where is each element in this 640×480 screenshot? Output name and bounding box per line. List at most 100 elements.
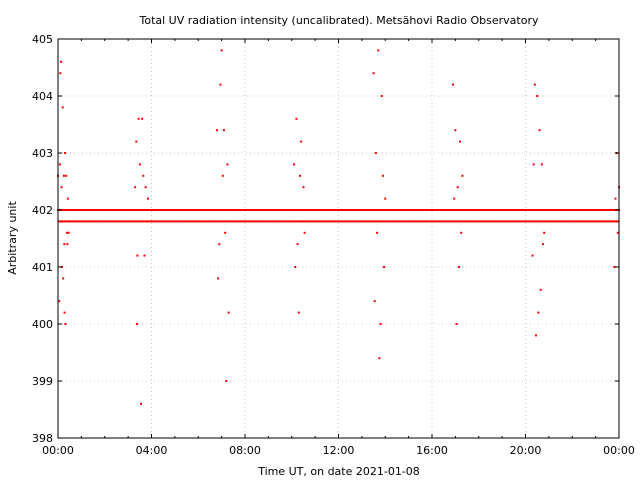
data-point bbox=[139, 209, 142, 211]
data-point bbox=[227, 311, 230, 314]
data-point bbox=[510, 209, 513, 211]
data-point bbox=[375, 220, 378, 223]
data-point bbox=[486, 220, 489, 223]
data-point bbox=[145, 209, 148, 211]
data-point bbox=[428, 220, 431, 223]
data-point bbox=[113, 209, 116, 211]
data-point bbox=[452, 220, 455, 223]
data-point bbox=[98, 220, 101, 223]
data-point bbox=[264, 209, 267, 211]
data-point bbox=[259, 209, 262, 211]
data-point bbox=[67, 209, 70, 211]
data-point bbox=[135, 140, 138, 143]
data-point bbox=[213, 220, 216, 223]
data-point bbox=[399, 209, 402, 211]
data-point bbox=[382, 209, 385, 211]
data-point bbox=[367, 209, 370, 211]
data-point bbox=[126, 220, 129, 223]
data-point bbox=[454, 129, 457, 132]
data-point bbox=[416, 220, 419, 223]
data-point bbox=[347, 220, 350, 223]
data-point bbox=[177, 220, 180, 223]
data-point bbox=[208, 209, 211, 211]
data-point bbox=[378, 220, 381, 223]
data-point bbox=[331, 209, 334, 211]
data-point bbox=[376, 231, 379, 234]
data-point bbox=[601, 220, 604, 223]
data-point bbox=[105, 209, 108, 211]
data-point bbox=[258, 209, 261, 211]
x-tick-label: 20:00 bbox=[510, 444, 542, 457]
data-point bbox=[185, 220, 188, 223]
data-point bbox=[494, 220, 497, 223]
data-point bbox=[125, 209, 128, 211]
data-point bbox=[226, 209, 229, 211]
data-point bbox=[303, 220, 306, 223]
data-point bbox=[593, 209, 596, 211]
tick-layer: 398 399 400 401 402 403 404 405 00:00 04:00 08:00 1… bbox=[32, 33, 635, 457]
data-point bbox=[127, 220, 130, 223]
data-point bbox=[215, 129, 218, 132]
data-point bbox=[576, 220, 579, 223]
data-point bbox=[312, 209, 315, 211]
data-point bbox=[586, 220, 589, 223]
data-point bbox=[132, 220, 135, 223]
data-point bbox=[279, 220, 282, 223]
data-point bbox=[561, 209, 564, 211]
data-point bbox=[420, 209, 423, 211]
data-point bbox=[279, 209, 282, 211]
data-point bbox=[431, 209, 433, 211]
data-point bbox=[586, 209, 589, 211]
data-point bbox=[212, 220, 215, 223]
data-point bbox=[294, 220, 297, 223]
data-point bbox=[599, 209, 602, 211]
data-point bbox=[289, 209, 292, 211]
data-point bbox=[379, 323, 382, 325]
data-point bbox=[473, 220, 476, 223]
data-point bbox=[189, 209, 192, 211]
data-point bbox=[134, 186, 137, 189]
data-point bbox=[196, 220, 199, 223]
data-point bbox=[612, 220, 615, 223]
data-point bbox=[311, 220, 314, 223]
data-point bbox=[144, 209, 147, 211]
data-point bbox=[278, 209, 281, 211]
data-point bbox=[402, 220, 405, 223]
data-point bbox=[75, 209, 78, 211]
data-point bbox=[265, 220, 268, 223]
data-point bbox=[121, 220, 124, 223]
data-point bbox=[237, 209, 240, 211]
data-point bbox=[230, 220, 233, 223]
data-point bbox=[568, 209, 571, 211]
data-point bbox=[560, 209, 563, 211]
data-point bbox=[147, 209, 150, 211]
data-point bbox=[380, 220, 383, 223]
data-point bbox=[362, 209, 365, 211]
data-point bbox=[498, 209, 501, 211]
data-point bbox=[253, 209, 256, 211]
data-point bbox=[58, 163, 61, 166]
data-point bbox=[136, 254, 139, 257]
data-point bbox=[529, 220, 532, 223]
data-point bbox=[158, 209, 161, 211]
data-point bbox=[303, 209, 306, 211]
data-point bbox=[386, 220, 389, 223]
data-point bbox=[410, 209, 413, 211]
data-point bbox=[514, 220, 517, 223]
data-point bbox=[558, 209, 561, 211]
y-tick-label: 400 bbox=[32, 318, 53, 331]
data-point bbox=[399, 220, 402, 223]
data-point bbox=[547, 220, 550, 223]
data-point bbox=[578, 220, 581, 223]
data-point bbox=[300, 209, 303, 211]
data-point bbox=[515, 220, 518, 223]
data-point bbox=[559, 220, 562, 223]
data-point bbox=[134, 220, 137, 223]
data-point bbox=[137, 220, 140, 223]
data-point bbox=[129, 220, 132, 223]
data-point bbox=[271, 220, 274, 223]
data-point bbox=[497, 220, 500, 223]
data-point bbox=[579, 220, 582, 223]
data-point bbox=[285, 220, 288, 223]
data-point bbox=[258, 220, 261, 223]
